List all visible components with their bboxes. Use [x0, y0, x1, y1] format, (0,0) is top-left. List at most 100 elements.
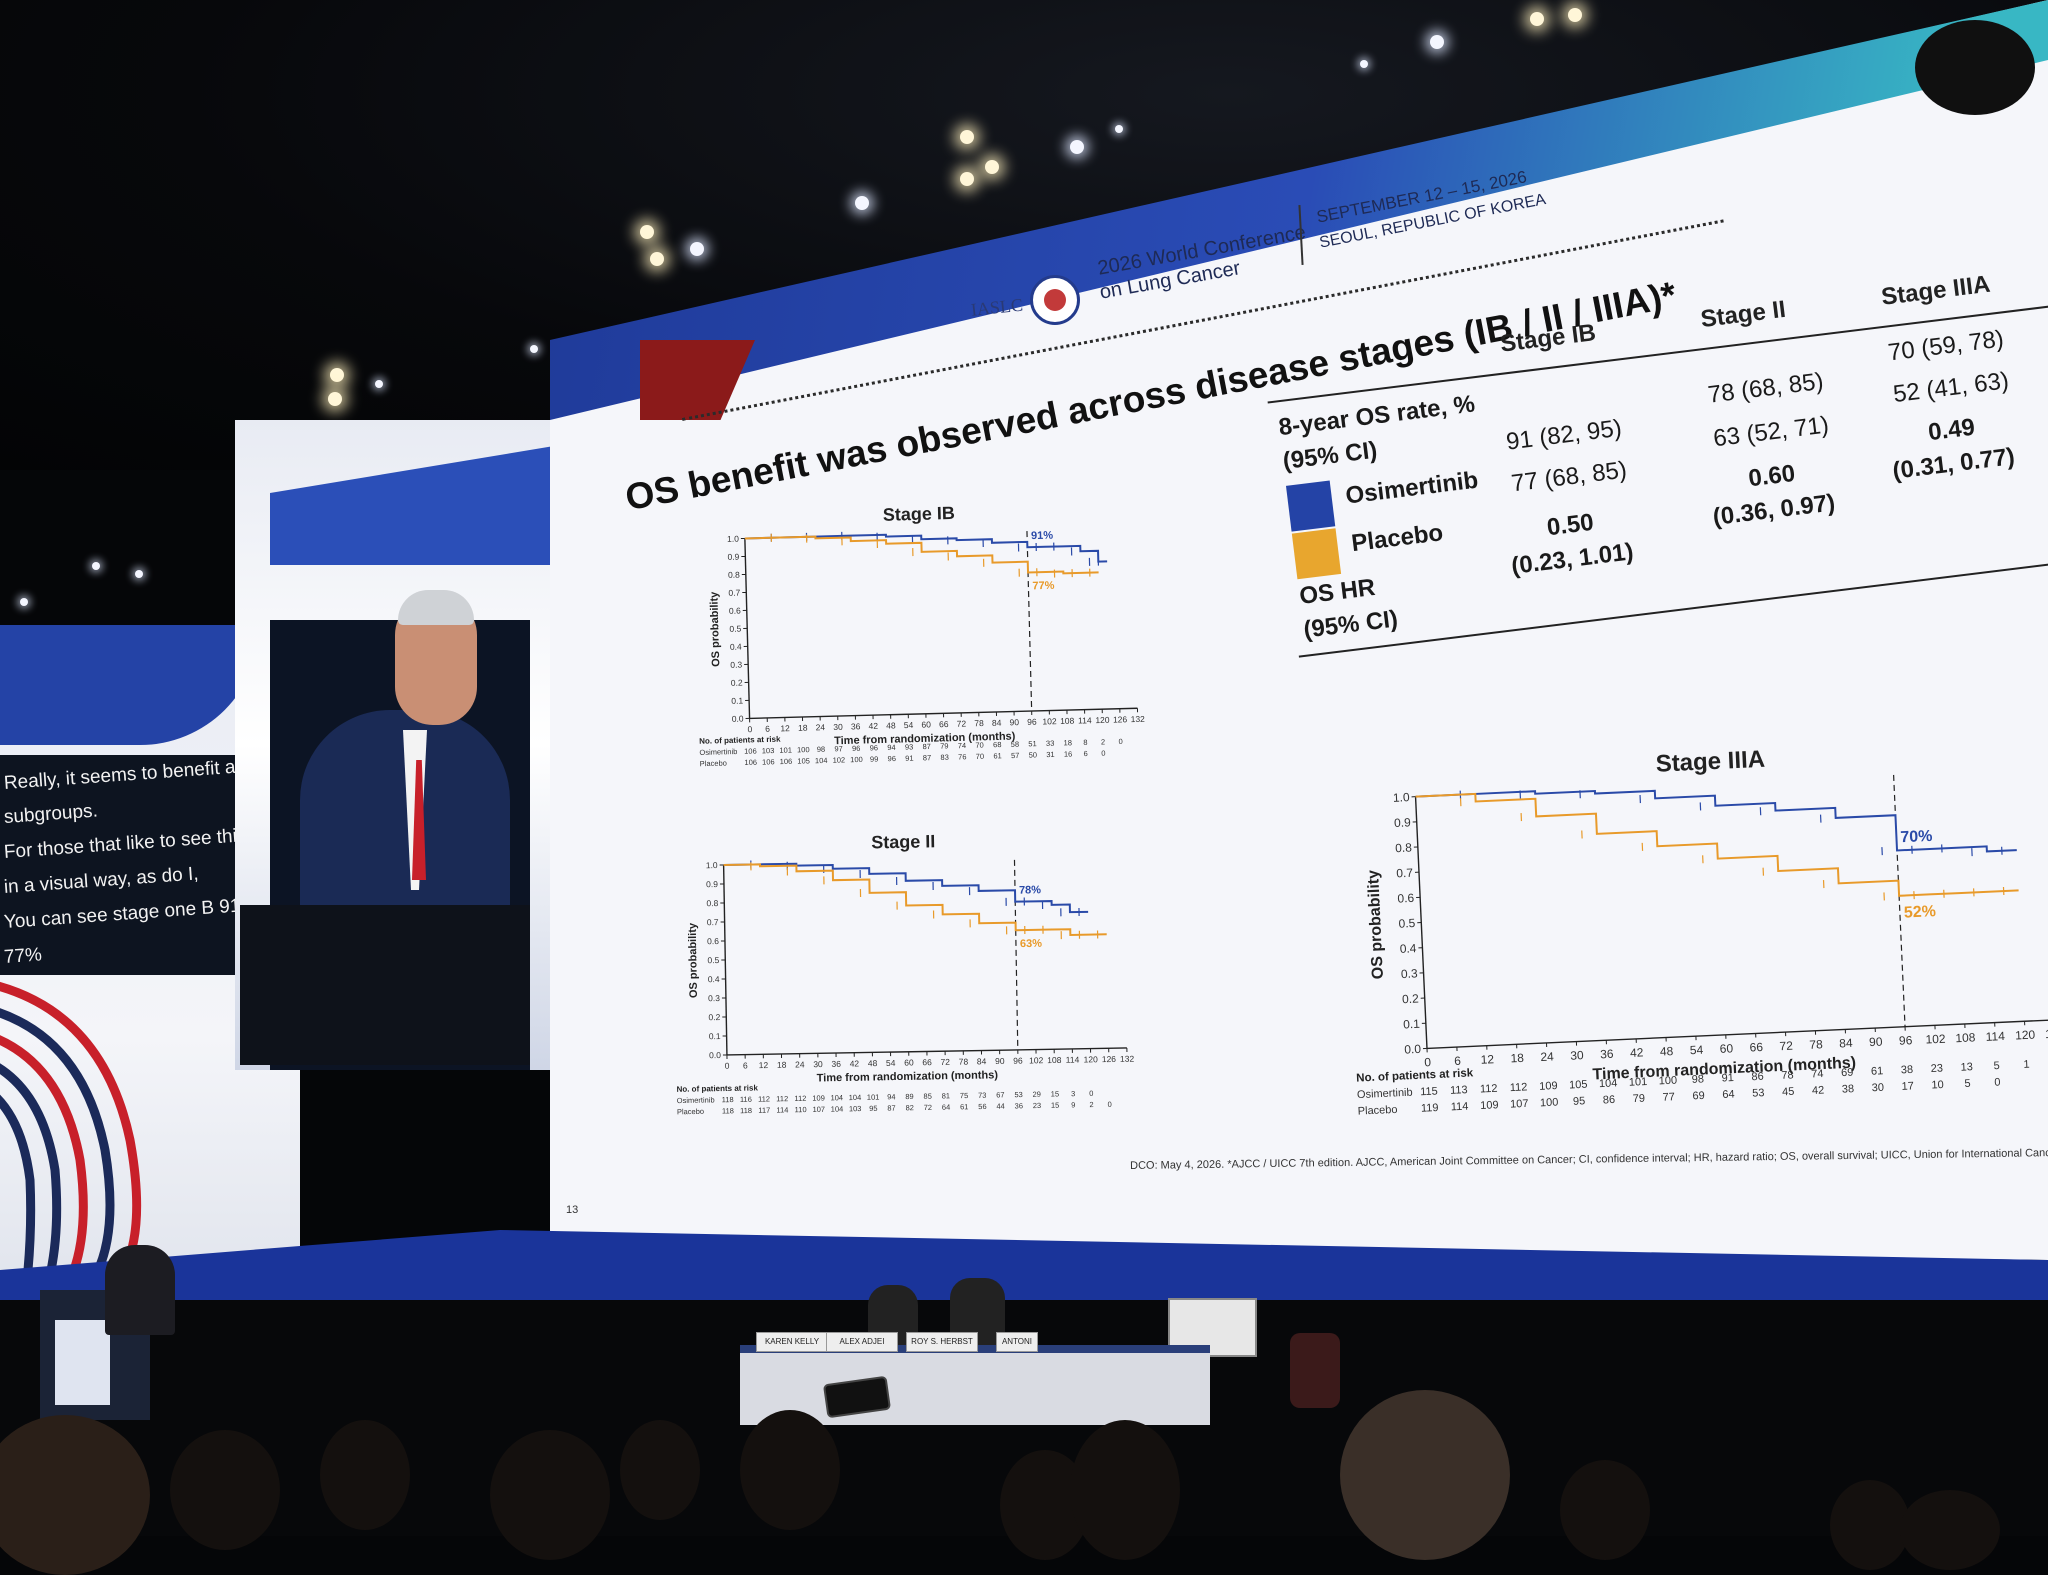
at-risk-count: 58: [1011, 740, 1020, 749]
km-plot-stage-iiia: Stage IIIA0.00.10.20.30.40.50.60.70.80.9…: [1340, 688, 2048, 1189]
audience-head: [170, 1430, 280, 1550]
x-tick-label: 114: [1078, 715, 1092, 725]
x-tick-label: 96: [1899, 1033, 1913, 1048]
hr-ci-ii: (0.36, 0.97): [1711, 489, 1836, 532]
y-tick-label: 0.8: [706, 898, 718, 908]
at-risk-count: 96: [870, 743, 879, 752]
at-risk-count: 89: [905, 1092, 913, 1101]
slide-decoration-circle: [1915, 20, 2035, 115]
at-risk-count: 102: [833, 755, 846, 764]
at-risk-count: 74: [958, 741, 967, 750]
at-risk-count: 30: [1871, 1082, 1884, 1095]
km-plot-stage-ii: Stage II0.00.10.20.30.40.50.60.70.80.91.…: [665, 821, 1161, 1160]
conference-swirl-graphic: [0, 960, 220, 1300]
at-risk-count: 15: [1051, 1101, 1059, 1110]
spotlight: [530, 345, 538, 353]
spotlight: [985, 160, 999, 174]
x-tick-label: 120: [1095, 715, 1110, 725]
spotlight: [375, 380, 383, 388]
video-podium: [240, 905, 530, 1065]
at-risk-count: 101: [867, 1093, 880, 1102]
at-risk-count: 18: [1063, 738, 1072, 747]
x-tick-label: 42: [850, 1058, 860, 1068]
at-risk-count: 98: [817, 745, 826, 754]
hr-value-iiia: 0.49: [1927, 414, 1977, 447]
at-risk-count: 86: [1751, 1071, 1764, 1084]
x-tick-label: 72: [1779, 1039, 1793, 1054]
at-risk-heading: No. of patients at risk: [699, 735, 781, 746]
x-tick-label: 96: [1013, 1056, 1023, 1066]
at-risk-count: 98: [1691, 1073, 1704, 1086]
x-tick-label: 24: [1540, 1049, 1554, 1064]
at-risk-count: 117: [758, 1106, 770, 1115]
at-risk-count: 44: [996, 1102, 1004, 1111]
at-risk-count: 82: [905, 1103, 913, 1112]
km-curve-osimertinib: [1416, 770, 2017, 878]
hr-value-ii: 0.60: [1747, 460, 1797, 493]
at-risk-count: 118: [722, 1095, 734, 1104]
at-risk-count: 50: [1029, 750, 1038, 759]
at-risk-count: 112: [758, 1094, 770, 1103]
at-risk-count: 112: [776, 1094, 788, 1103]
osi-rate-ib: 91 (82, 95): [1505, 415, 1624, 457]
x-tick-label: 42: [1630, 1045, 1644, 1060]
y-tick-label: 0.2: [708, 1012, 720, 1022]
audience-head: [1560, 1460, 1650, 1560]
hr-ci-ib: (0.23, 1.01): [1510, 538, 1635, 581]
presenter-silhouette: [105, 1245, 175, 1335]
at-risk-count: 94: [887, 1092, 895, 1101]
spotlight: [1360, 60, 1368, 68]
at-risk-count: 79: [1632, 1093, 1645, 1106]
y-tick-label: 0.5: [707, 955, 719, 965]
placebo-color-swatch: [1292, 528, 1341, 579]
y-tick-label: 1.0: [727, 534, 739, 544]
y-axis-label: OS probability: [708, 591, 722, 667]
landmark-rate-label: 52%: [1903, 903, 1936, 921]
osimertinib-label: Osimertinib: [1344, 467, 1480, 511]
at-risk-count: 53: [1752, 1087, 1765, 1100]
x-tick-label: 126: [1113, 714, 1128, 724]
audience-head: [1070, 1420, 1180, 1560]
spotlight: [690, 242, 704, 256]
y-tick-label: 1.0: [706, 860, 718, 870]
at-risk-count: 115: [1420, 1085, 1438, 1098]
x-tick-label: 48: [1660, 1044, 1674, 1059]
x-tick-label: 30: [1570, 1048, 1584, 1063]
y-tick-label: 0.9: [727, 552, 739, 562]
landmark-96-month-line: [1027, 531, 1032, 711]
spotlight: [330, 368, 344, 382]
at-risk-count: 8: [1083, 738, 1087, 747]
at-risk-count: 31: [1046, 750, 1055, 759]
landmark-rate-label: 63%: [1020, 938, 1042, 950]
y-tick-label: 1.0: [1393, 790, 1411, 805]
at-risk-count: 104: [830, 1093, 843, 1102]
y-tick-label: 0.6: [1397, 891, 1415, 906]
x-tick-label: 54: [1690, 1043, 1704, 1058]
x-tick-label: 72: [957, 718, 967, 728]
x-tick-label: 0: [725, 1061, 730, 1071]
y-tick-label: 0.9: [706, 879, 718, 889]
x-tick-label: 90: [1009, 717, 1019, 727]
at-risk-count: 106: [780, 757, 793, 766]
x-tick-label: 114: [1066, 1055, 1080, 1065]
osi-rate-ii: 78 (68, 85): [1706, 368, 1825, 410]
x-tick-label: 12: [780, 723, 790, 733]
at-risk-count: 105: [1569, 1079, 1588, 1092]
y-tick-label: 0.0: [1404, 1042, 1422, 1057]
at-risk-count: 103: [849, 1104, 862, 1113]
nameplate: ALEX ADJEI: [826, 1332, 898, 1352]
at-risk-count: 87: [887, 1104, 895, 1113]
at-risk-count: 96: [852, 744, 861, 753]
at-risk-heading: No. of patients at risk: [676, 1083, 758, 1093]
x-tick-label: 6: [1454, 1054, 1462, 1068]
at-risk-count: 23: [1930, 1063, 1943, 1076]
at-risk-count: 113: [1450, 1084, 1468, 1097]
landmark-rate-label: 70%: [1900, 828, 1933, 846]
caption-line: in a visual way, as do I,: [3, 863, 199, 899]
at-risk-count: 2: [1089, 1100, 1093, 1109]
at-risk-count: 38: [1901, 1064, 1914, 1077]
x-tick-label: 48: [886, 720, 896, 730]
y-tick-label: 0.6: [707, 936, 719, 946]
rate-ci-label: (95% CI): [1281, 437, 1378, 476]
audience-head: [1340, 1390, 1510, 1560]
